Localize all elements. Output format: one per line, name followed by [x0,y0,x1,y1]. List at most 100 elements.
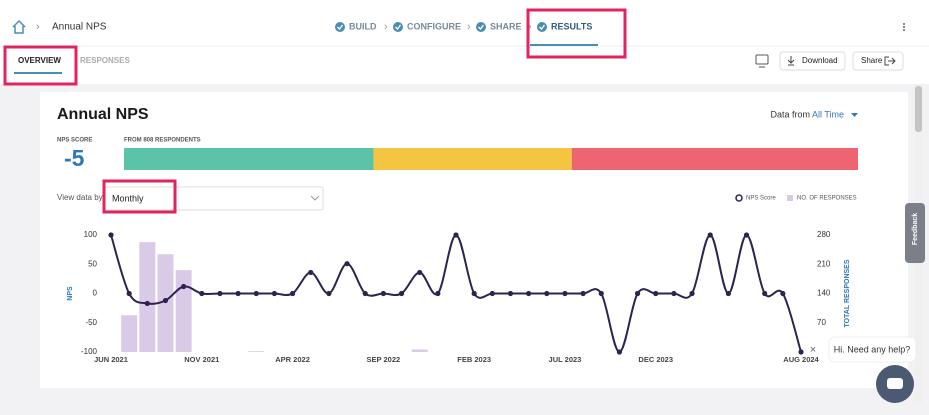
chat-close[interactable]: × [810,344,816,356]
step-check [393,22,403,32]
line-point [362,290,368,297]
legend: NPS Score NO. OF RESPONSES [735,194,857,202]
select-chevron [310,195,320,201]
x-tick-label: NOV 2021 [184,355,219,364]
y2-axis-label: TOTAL RESPONSES [844,259,851,327]
legend-label: NPS Score [746,196,776,202]
step[interactable]: CONFIGURE [407,21,461,31]
y-tick-label: 100 [84,230,98,239]
menu-dot[interactable] [903,29,905,31]
home-icon[interactable] [12,19,26,34]
step[interactable]: RESULTS [551,21,592,31]
menu-dot[interactable] [903,26,905,28]
x-tick-label: JUN 2021 [94,355,128,364]
breakdown-segment [571,148,858,170]
active-step-underline [530,44,598,46]
x-tick-label: FEB 2023 [457,355,491,364]
bar [139,242,156,352]
line-point [489,290,495,297]
line-point [598,290,604,297]
x-tick-label: JUL 2023 [549,355,582,364]
line-point [780,290,786,297]
x-tick-label: AUG 2024 [783,355,819,364]
step-check-mark [539,24,546,30]
highlight-box [3,45,78,86]
y2-tick-label: 210 [817,259,831,268]
step-check-mark [395,24,402,30]
feedback-tab[interactable] [905,203,925,263]
x-tick-label: DEC 2023 [638,355,673,364]
line-point [453,232,459,238]
y-tick-label: -50 [85,318,97,327]
line-point [398,290,405,297]
breakdown-segment [124,148,374,170]
bar [175,270,192,352]
chat-message: Hi. Need any help? [834,344,911,354]
y2-tick-label: 70 [817,318,826,327]
share-button[interactable] [852,51,904,71]
breakdown-segment [373,148,572,170]
data-range[interactable]: All Time [812,109,844,119]
line-point [562,290,568,297]
line-point [308,269,314,276]
step-chevron: › [467,21,471,33]
nps-label: NPS SCORE [57,138,92,144]
nps-score: -5 [64,145,85,171]
step-chevron: › [528,21,532,33]
line-point [435,290,441,297]
share-icon [884,56,896,66]
highlight-box [526,8,627,59]
y-tick-label: -100 [81,347,98,356]
menu-dot[interactable] [903,23,905,25]
scrollbar-thumb[interactable] [915,86,922,132]
step-check [476,22,486,32]
line-point [271,290,278,297]
step[interactable]: BUILD [349,21,377,31]
step-check-mark [478,24,485,30]
tab[interactable]: OVERVIEW [18,56,61,65]
bar [121,315,138,352]
data-from-label: Data from [770,109,810,119]
x-tick-label: APR 2022 [275,355,310,364]
tab-underline [14,72,62,74]
bar [248,351,265,352]
chart: -100 -50 0 50 100 70 140 210 280 NPS TOTAL RESPONS… [67,230,851,364]
step-check-mark [337,24,344,30]
card-title: Annual NPS [57,106,149,123]
respondents: FROM 808 RESPONDENTS [124,138,201,144]
feedback-label[interactable]: Feedback [912,213,919,245]
line-point [671,290,677,297]
share-label[interactable]: Share [861,56,883,65]
y-axis-label: NPS [67,286,74,301]
line-point [580,290,586,297]
steps: BUILD › CONFIGURE › SHARE › RESULTS [335,21,592,33]
bar [411,349,428,352]
view-by-value[interactable]: Monthly [112,193,144,203]
y-tick-label: 0 [93,289,98,298]
monitor-icon[interactable] [755,54,769,65]
download-label[interactable]: Download [802,56,838,65]
line-point [126,290,132,297]
download-button[interactable] [779,51,846,71]
tab[interactable]: RESPONSES [80,56,130,65]
line-point [199,290,205,297]
step[interactable]: SHARE [490,21,522,31]
line-point [653,290,659,297]
line-point [380,290,386,297]
line-point [181,283,187,290]
dropdown-caret[interactable] [851,113,858,117]
legend-marker [735,194,743,202]
line-point [634,290,641,297]
line-point [344,261,350,267]
x-tick-label: SEP 2022 [367,355,401,364]
line-point [162,297,169,304]
line-point [217,290,223,297]
step-chevron: › [384,21,388,33]
y2-tick-label: 140 [817,289,831,298]
download-icon [787,56,795,66]
step-check [335,22,345,32]
line-point [616,349,623,355]
legend-label: NO. OF RESPONSES [797,196,857,202]
line-point [235,290,241,297]
